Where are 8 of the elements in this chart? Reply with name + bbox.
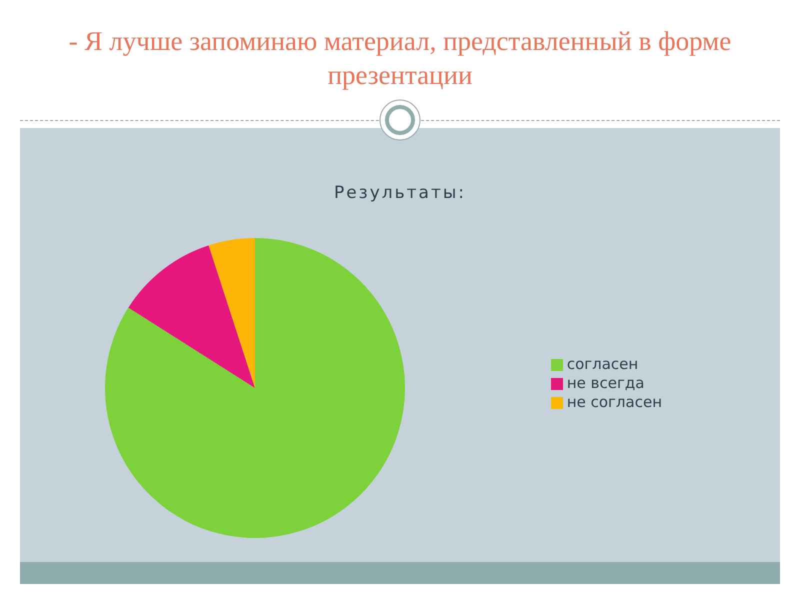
chart-title: - Я лучше запоминаю материал, представленный в форме презентации bbox=[68, 25, 732, 92]
legend-label: согласен bbox=[566, 354, 638, 372]
chart-subtitle: Результаты: bbox=[332, 183, 468, 203]
pie-slice bbox=[128, 245, 255, 388]
legend-label: не согласен bbox=[566, 392, 662, 410]
legend-label: не всегда bbox=[566, 374, 644, 392]
pie-slice bbox=[105, 238, 405, 538]
pie-slice bbox=[208, 238, 255, 388]
